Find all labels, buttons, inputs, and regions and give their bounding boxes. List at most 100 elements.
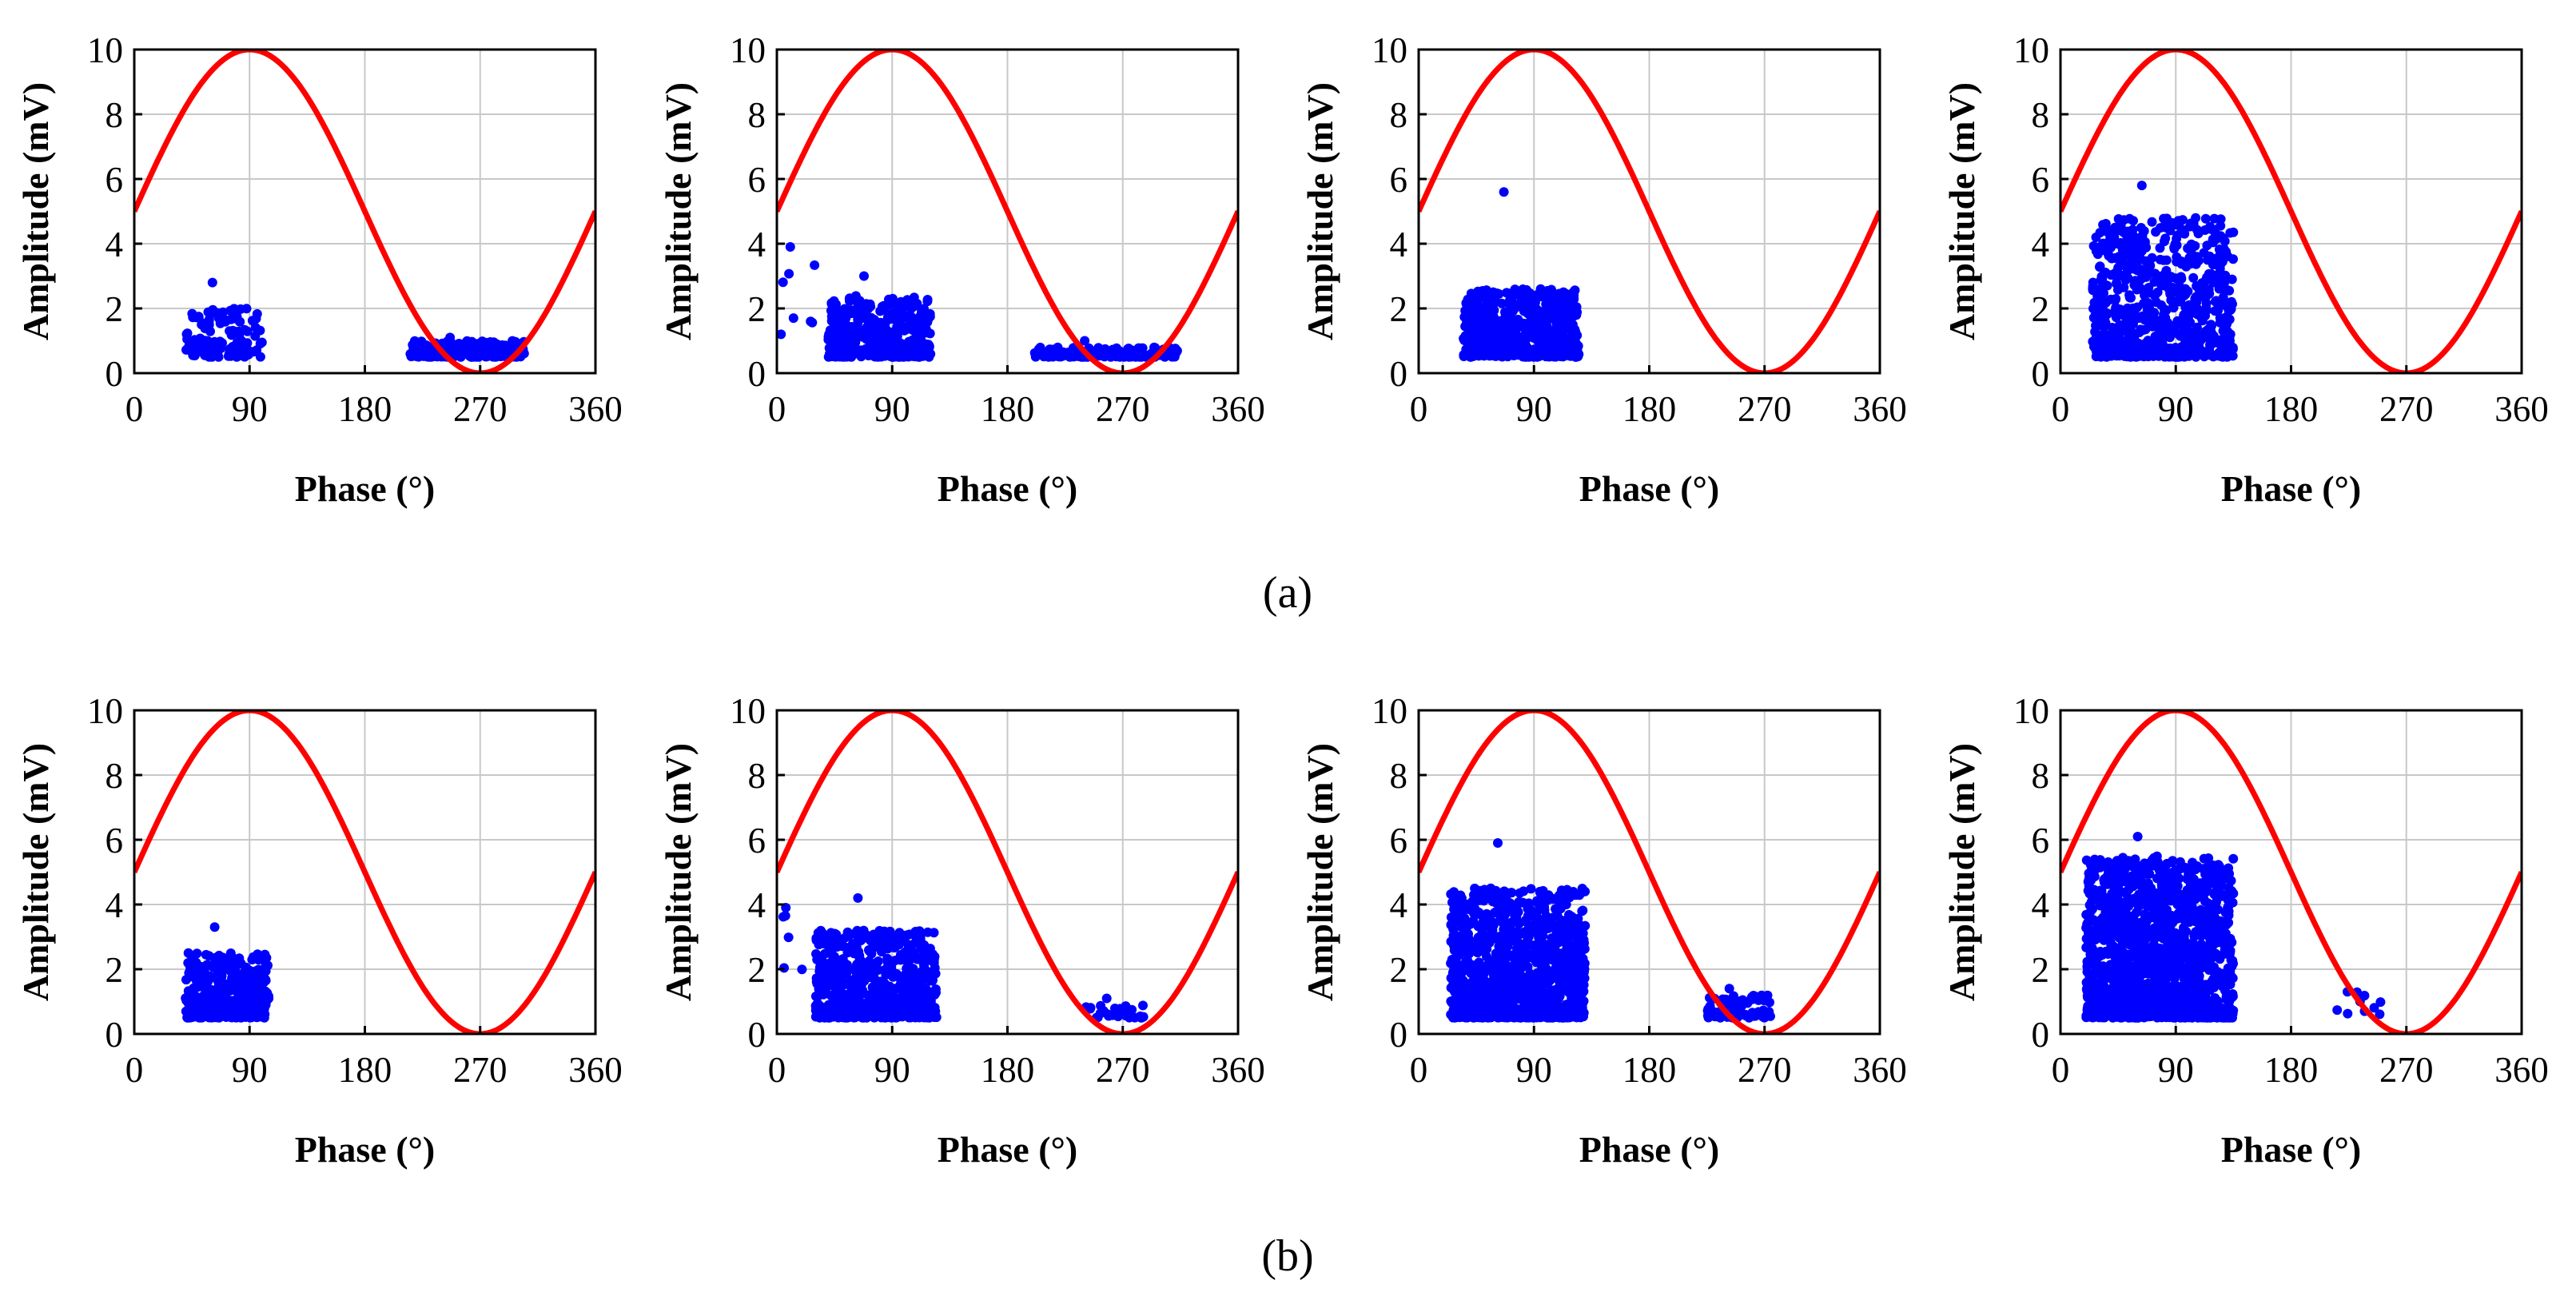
scatter-point — [2176, 342, 2187, 352]
y-tick-label: 10 — [730, 691, 766, 731]
y-tick-label: 0 — [106, 1015, 124, 1055]
scatter-point — [918, 1000, 929, 1010]
scatter-point — [2124, 213, 2135, 224]
scatter-point — [1579, 1008, 1589, 1018]
scatter-point — [2143, 256, 2153, 267]
scatter-point — [901, 341, 911, 352]
x-tick-label: 360 — [1211, 389, 1265, 429]
scatter-point — [1558, 965, 1568, 976]
scatter-point — [1491, 351, 1501, 361]
scatter-point — [830, 936, 840, 945]
scatter-point — [838, 954, 848, 964]
scatter-point — [1487, 297, 1498, 308]
scatter-point — [1465, 992, 1475, 1003]
scatter-point — [921, 968, 931, 979]
scatter-point — [895, 317, 905, 328]
scatter-point — [1576, 947, 1587, 957]
sine-reference-line — [777, 50, 1238, 373]
scatter-point — [2128, 303, 2138, 313]
scatter-point — [1472, 299, 1483, 309]
scatter-point — [2159, 309, 2169, 320]
scatter-point — [2104, 348, 2115, 359]
scatter-point — [834, 972, 844, 983]
scatter-point — [1523, 296, 1533, 306]
scatter-series — [777, 242, 1182, 362]
scatter-point — [1491, 1001, 1501, 1012]
scatter-point — [855, 955, 866, 965]
scatter-point — [1069, 349, 1078, 360]
x-tick-label: 360 — [1211, 1050, 1265, 1090]
scatter-point — [1488, 288, 1499, 298]
x-tick-label: 0 — [2052, 389, 2070, 429]
scatter-point — [1478, 325, 1488, 336]
scatter-point — [2124, 290, 2135, 300]
scatter-point — [825, 1000, 835, 1009]
scatter-point — [2210, 271, 2220, 281]
scatter-point — [888, 340, 898, 350]
scatter-point — [1503, 986, 1514, 996]
y-tick-label: 10 — [730, 30, 766, 70]
scatter-point — [828, 1012, 838, 1021]
scatter-point — [2090, 311, 2100, 321]
scatter-point — [1741, 1009, 1750, 1020]
scatter-point — [2170, 328, 2180, 338]
scatter-point — [863, 1005, 874, 1016]
scatter-point — [2156, 320, 2166, 331]
scatter-point — [455, 349, 465, 360]
scatter-point — [1531, 909, 1542, 920]
scatter-point — [1493, 990, 1503, 1000]
scatter-point — [497, 340, 508, 350]
scatter-point — [1137, 351, 1148, 361]
x-axis-label: Phase (°) — [1579, 468, 1720, 509]
scatter-point — [2180, 352, 2190, 362]
scatter-point — [2172, 230, 2183, 241]
scatter-point — [1732, 1000, 1742, 1010]
scatter-point — [899, 352, 910, 362]
scatter-point — [1498, 972, 1508, 982]
y-tick-label: 4 — [748, 225, 766, 264]
scatter-point — [2116, 221, 2126, 231]
y-tick-label: 6 — [106, 821, 124, 861]
scatter-point — [826, 928, 836, 938]
scatter-point — [858, 988, 869, 999]
scatter-point — [2099, 268, 2109, 277]
scatter-point — [873, 956, 883, 966]
scatter-point — [929, 928, 939, 938]
scatter-point — [863, 304, 874, 314]
scatter-point — [195, 967, 205, 977]
scatter-point — [1535, 888, 1546, 898]
scatter-point — [878, 343, 888, 353]
scatter-point — [2121, 246, 2132, 256]
scatter-point — [185, 992, 195, 1002]
scatter-point — [467, 336, 477, 347]
scatter-point-peak — [445, 332, 456, 343]
x-tick-label: 180 — [981, 1050, 1035, 1090]
scatter-point — [1479, 885, 1490, 895]
scatter-point — [921, 341, 931, 352]
scatter-point — [1537, 984, 1547, 994]
x-axis-label: Phase (°) — [2221, 468, 2362, 509]
scatter-point — [1556, 320, 1567, 331]
scatter-point — [2088, 241, 2099, 251]
scatter-point — [2200, 213, 2211, 224]
scatter-point — [232, 312, 242, 322]
scatter-point — [1483, 914, 1494, 924]
scatter-point — [1479, 976, 1490, 986]
scatter-point — [1494, 941, 1504, 952]
scatter-point — [2210, 296, 2220, 307]
scatter-point — [209, 999, 219, 1009]
x-tick-label: 360 — [1853, 1050, 1907, 1090]
scatter-point — [1748, 991, 1758, 1000]
scatter-point — [201, 350, 212, 360]
scatter-point — [2217, 272, 2227, 282]
scatter-point — [1474, 957, 1484, 968]
scatter-point — [1058, 347, 1069, 357]
scatter-point-peak — [2136, 181, 2147, 191]
scatter-point — [252, 308, 262, 319]
scatter-point — [1555, 344, 1565, 355]
scatter-point — [2136, 268, 2146, 277]
scatter-point — [1123, 1006, 1133, 1016]
